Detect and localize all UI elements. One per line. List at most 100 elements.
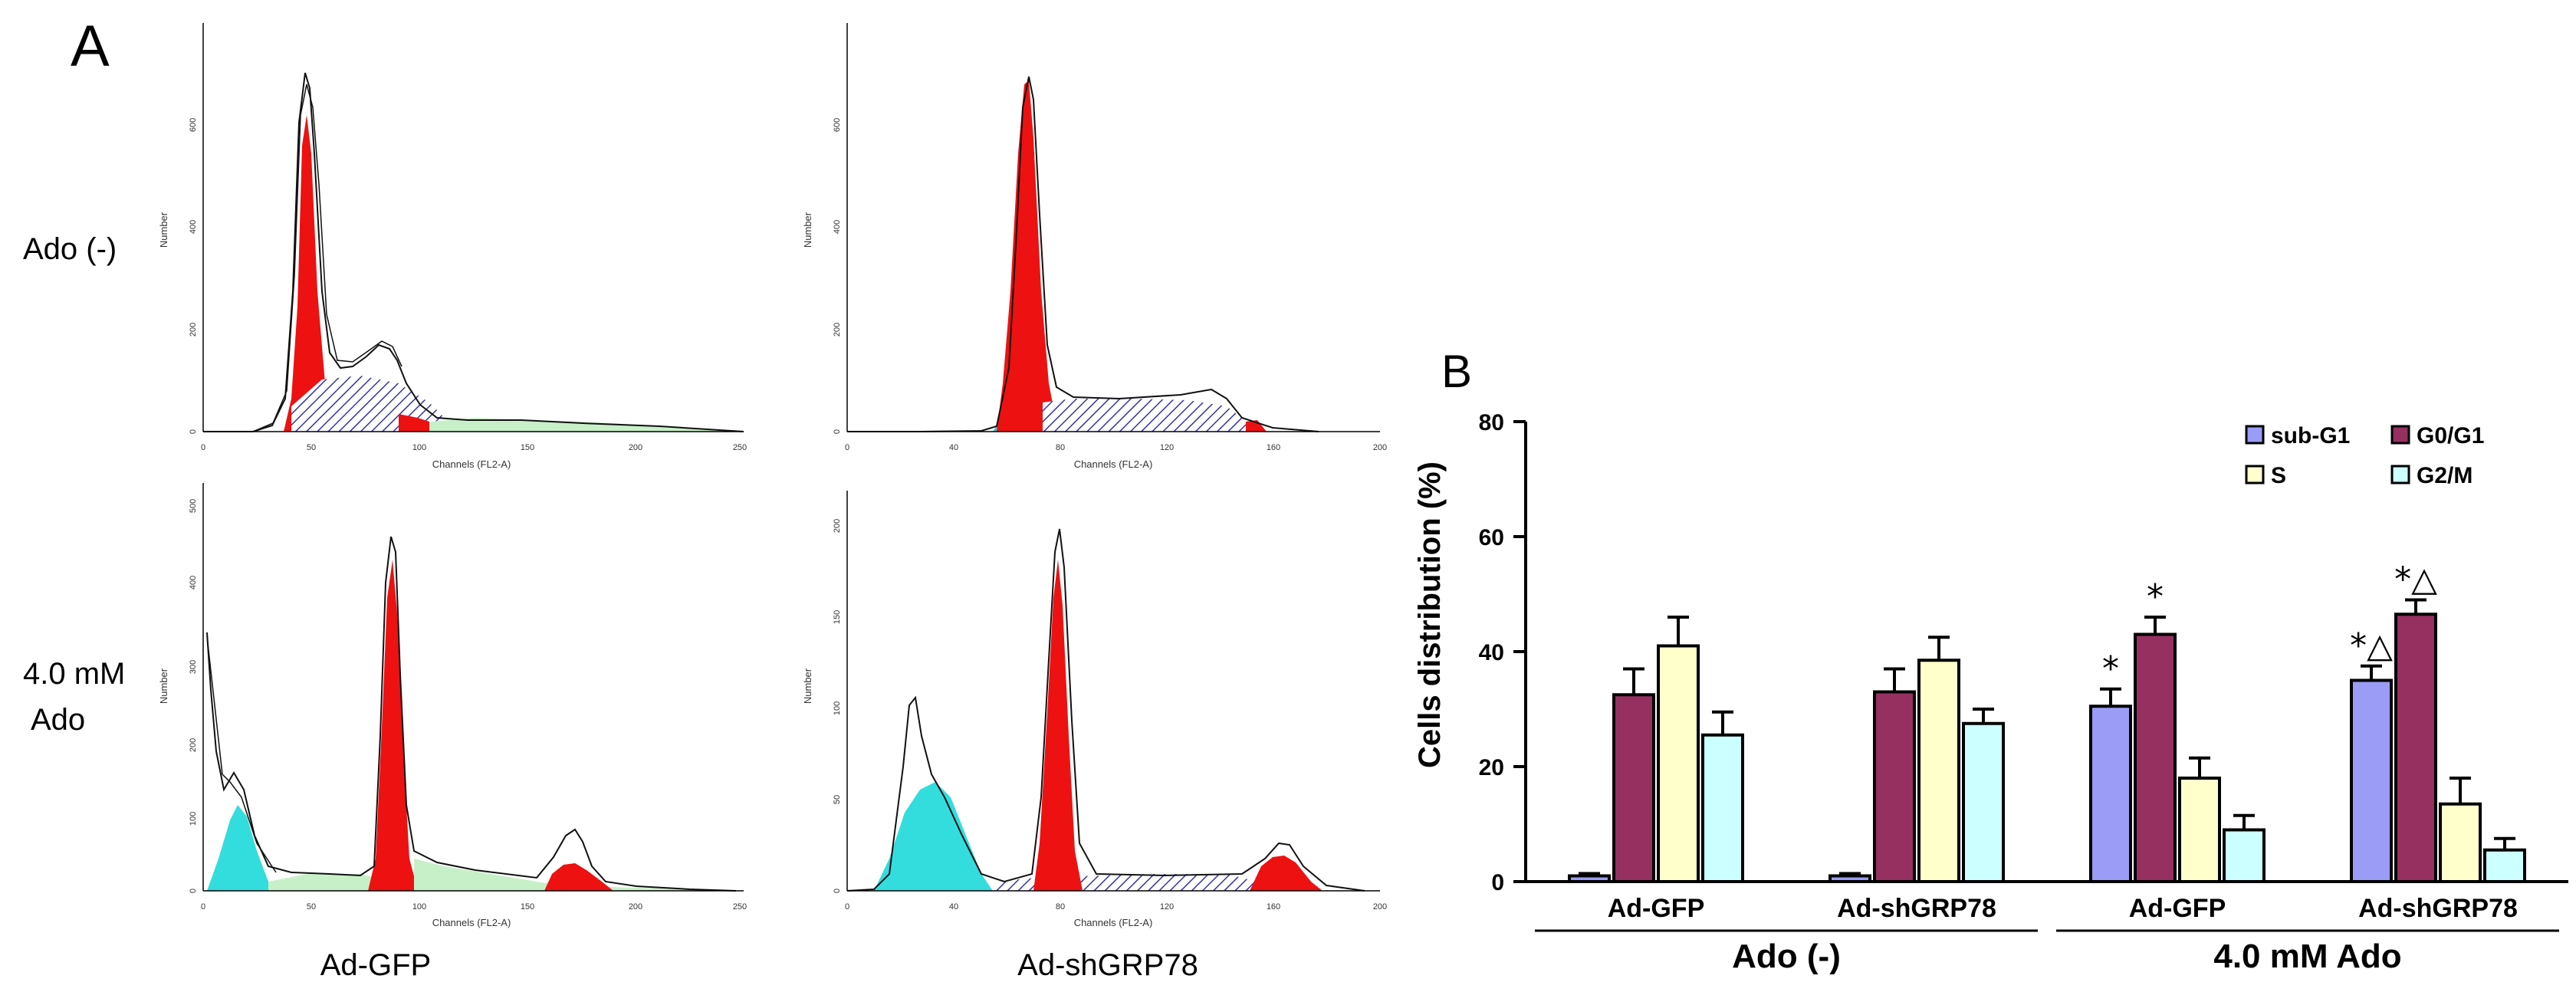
b-legend-label: S: [2271, 463, 2286, 488]
panel-a-letter: A: [71, 14, 110, 79]
xtick: 0: [845, 443, 849, 452]
histogram-fills: [284, 115, 736, 432]
xtick: 0: [845, 902, 849, 912]
b-category-label: Ad-GFP: [1608, 894, 1705, 923]
b-legend-swatch: [2390, 465, 2410, 485]
histogram-axes: [202, 483, 744, 892]
histogram-ad-gfp-ado-minus: 0 50 100 150 200 250 0 200 400 600 Chann…: [158, 23, 747, 470]
b-ytick-label: 40: [1479, 640, 1504, 665]
xtick: 120: [1160, 443, 1174, 452]
xtick: 80: [1056, 443, 1065, 452]
b-bar-s: [2178, 777, 2221, 883]
histogram-xlabel: Channels (FL2-A): [432, 917, 511, 928]
col-label-ad-shgrp78: Ad-shGRP78: [1017, 948, 1198, 982]
histogram-xticks: 0 40 80 120 160 200: [845, 443, 1387, 452]
b-bar-sub-g1: [1568, 874, 1611, 883]
b-bar-s: [2439, 802, 2482, 883]
histogram-yticks: 0 100 200 300 400 500: [189, 499, 198, 893]
ytick: 300: [189, 660, 198, 674]
b-significance-annotation: *△: [2394, 560, 2437, 599]
panel-b-letter: B: [1441, 346, 1472, 397]
histogram-xticks: 0 50 100 150 200 250: [201, 902, 747, 912]
histogram-yticks: 0 200 400 600: [833, 118, 842, 434]
xtick: 200: [629, 443, 642, 452]
b-group-label: 4.0 mM Ado: [2213, 938, 2401, 975]
b-bar-sub-g1: [1829, 874, 1871, 883]
histogram-axes: [846, 23, 1380, 432]
ytick: 200: [189, 323, 198, 337]
ytick: 50: [833, 795, 842, 804]
row-label-ado-line1: 4.0 mM: [23, 657, 125, 691]
b-category-labels: Ad-GFP Ad-shGRP78 Ad-GFP Ad-shGRP78: [1608, 894, 2518, 923]
b-legend-swatch: [2390, 425, 2410, 445]
col-label-ad-gfp: Ad-GFP: [320, 948, 431, 982]
xtick: 160: [1267, 902, 1280, 912]
xtick: 160: [1267, 443, 1280, 452]
xtick: 40: [949, 902, 958, 912]
xtick: 250: [733, 443, 747, 452]
histogram-ad-gfp-4mm-ado: 0 50 100 150 200 250 0 100 200 300 400 5…: [158, 483, 747, 928]
xtick: 150: [521, 443, 534, 452]
histogram-xticks: 0 40 80 120 160 200: [845, 902, 1387, 912]
histogram-xticks: 0 50 100 150 200 250: [201, 443, 747, 452]
xtick: 200: [1373, 443, 1387, 452]
b-legend-swatch: [2245, 425, 2265, 445]
histogram-ad-shgrp78-ado-minus: 0 40 80 120 160 200 0 200 400 600 Channe…: [802, 23, 1387, 470]
histogram-ylabel: Number: [158, 668, 169, 704]
histogram-xlabel: Channels (FL2-A): [432, 458, 511, 470]
row-label-ado-line2: Ado: [31, 703, 85, 737]
b-bar-g2-m: [1701, 733, 1744, 883]
ytick: 200: [833, 519, 842, 533]
b-legend: sub-G1 G0/G1 S G2/M: [2245, 423, 2484, 488]
xtick: 50: [307, 902, 316, 912]
ytick: 600: [189, 118, 198, 132]
b-category-label: Ad-shGRP78: [1837, 894, 1996, 923]
ytick: 0: [189, 429, 198, 434]
ytick: 200: [189, 738, 198, 752]
b-bar-s: [1917, 659, 1960, 883]
ytick: 150: [833, 610, 842, 624]
histogram-axes: [846, 491, 1380, 892]
xtick: 150: [521, 902, 534, 912]
histogram-ad-shgrp78-4mm-ado: 0 40 80 120 160 200 0 50 100 150 200 Cha…: [802, 491, 1387, 928]
xtick: 40: [949, 443, 958, 452]
ytick: 400: [189, 220, 198, 234]
ytick: 0: [189, 889, 198, 893]
b-bar-g0-g1: [2394, 613, 2437, 883]
ytick: 0: [833, 889, 842, 893]
b-significance-annotation: *: [2147, 577, 2164, 616]
histogram-ylabel: Number: [802, 212, 813, 248]
histogram-yticks: 0 50 100 150 200: [833, 519, 842, 893]
xtick: 200: [629, 902, 642, 912]
b-bar-g2-m: [2223, 828, 2266, 883]
b-bar-sub-g1: [2350, 678, 2393, 883]
ytick: 400: [189, 576, 198, 590]
b-group-labels: Ado (-) 4.0 mM Ado: [1535, 929, 2559, 975]
xtick: 100: [412, 443, 426, 452]
row-label-ado-minus: Ado (-): [23, 232, 117, 266]
histogram-outline: [206, 536, 737, 892]
b-bar-s: [1657, 644, 1700, 883]
b-bar-g0-g1: [2134, 632, 2177, 883]
b-legend-label: G0/G1: [2417, 423, 2484, 448]
b-legend-swatch: [2245, 465, 2265, 485]
histogram-axes: [202, 23, 744, 432]
b-bar-g2-m: [1962, 721, 2005, 883]
b-category-label: Ad-GFP: [2129, 894, 2226, 923]
xtick: 120: [1160, 902, 1174, 912]
ytick: 500: [189, 499, 198, 513]
histogram-ylabel: Number: [802, 668, 813, 704]
ytick: 0: [833, 429, 842, 434]
histogram-xlabel: Channels (FL2-A): [1074, 458, 1153, 470]
b-ylabel: Cells distribution (%): [1413, 462, 1447, 768]
b-ytick-label: 60: [1479, 525, 1504, 550]
xtick: 80: [1056, 902, 1065, 912]
histogram-outline: [846, 528, 1365, 892]
xtick: 250: [733, 902, 747, 912]
b-legend-label: G2/M: [2417, 463, 2472, 488]
b-bar-sub-g1: [2089, 705, 2132, 883]
histogram-xlabel: Channels (FL2-A): [1074, 917, 1153, 928]
xtick: 50: [307, 443, 316, 452]
ytick: 600: [833, 118, 842, 132]
